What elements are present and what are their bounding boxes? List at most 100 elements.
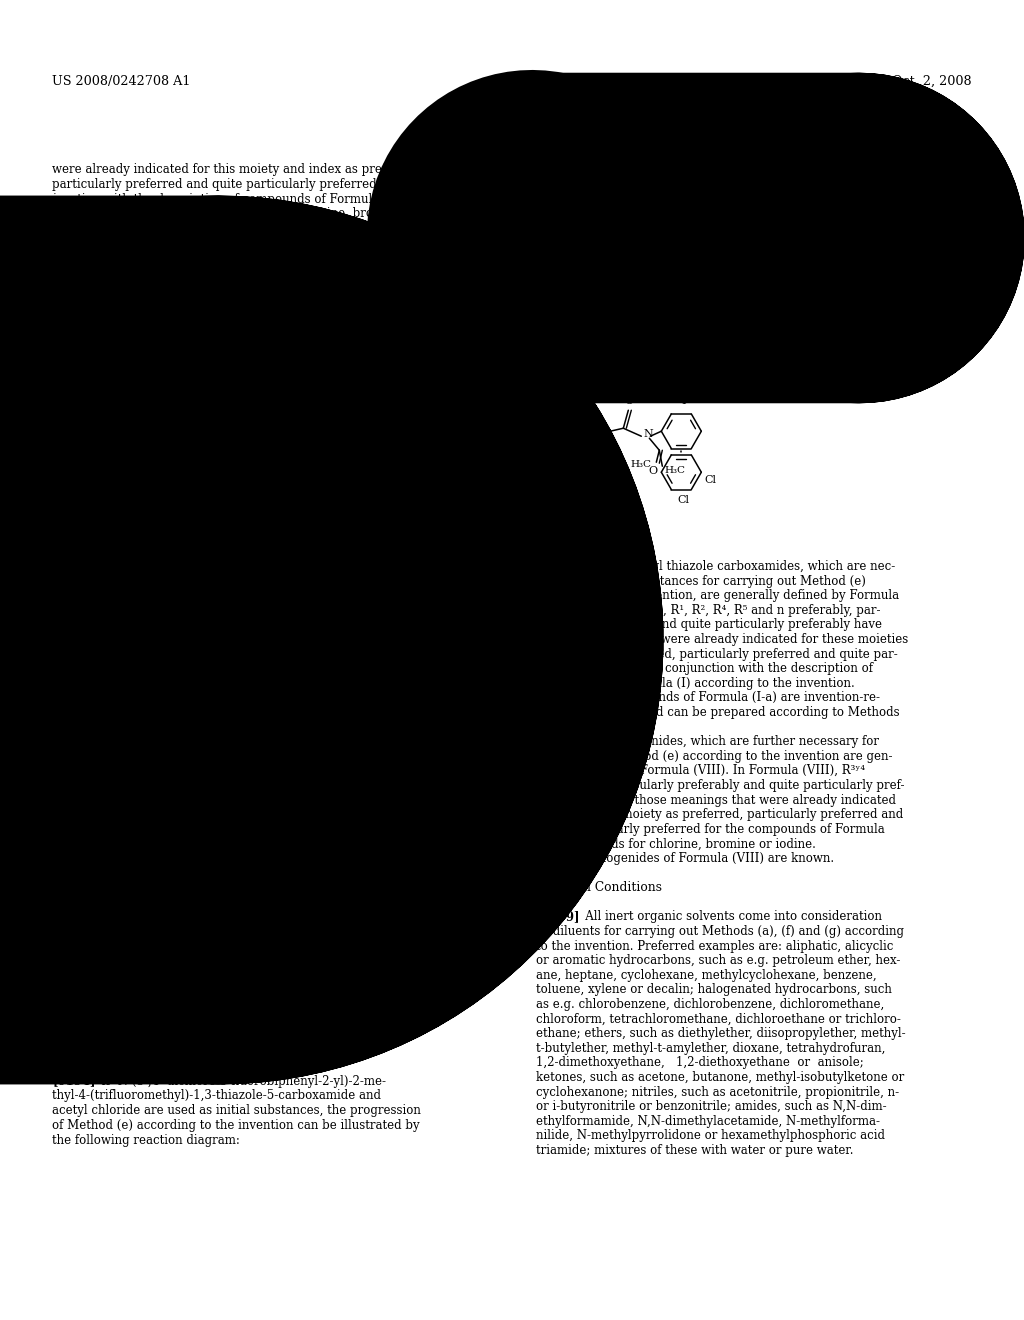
- Text: the following reaction diagram:: the following reaction diagram:: [52, 1134, 240, 1147]
- Text: H₃C: H₃C: [258, 675, 276, 682]
- Text: compounds of Formula (I) according to the invention.: compounds of Formula (I) according to th…: [536, 677, 855, 690]
- Text: N: N: [558, 420, 568, 430]
- Text: Cl: Cl: [705, 475, 717, 486]
- Text: O: O: [286, 630, 294, 639]
- Text: CH₃: CH₃: [347, 675, 365, 682]
- Text: B: B: [340, 642, 349, 655]
- Text: H₃C: H₃C: [125, 566, 145, 576]
- Text: Methods (b) and (c) according to the invention.: Methods (b) and (c) according to the inv…: [52, 956, 334, 969]
- Text: Method (d) according to the invention, is a commercially: Method (d) according to the invention, i…: [52, 1001, 391, 1014]
- Text: S: S: [580, 414, 588, 425]
- Text: F: F: [245, 515, 252, 524]
- Text: H₃C: H₃C: [155, 821, 175, 830]
- Text: CH₃: CH₃: [290, 607, 308, 616]
- Text: t-butylether, methyl-t-amylether, dioxane, tetrahydrofuran,: t-butylether, methyl-t-amylether, dioxan…: [536, 1041, 886, 1055]
- Text: [0192]: [0192]: [52, 898, 95, 909]
- Text: 1,2-dimethoxyethane,   1,2-diethoxyethane  or  anisole;: 1,2-dimethoxyethane, 1,2-diethoxyethane …: [536, 1056, 864, 1069]
- Text: chloroform, tetrachloromethane, dichloroethane or trichloro-: chloroform, tetrachloromethane, dichloro…: [536, 1012, 901, 1026]
- Text: synthesis chemicals.: synthesis chemicals.: [52, 267, 174, 280]
- Text: oxaborolane, which is further necessary for carrying out: oxaborolane, which is further necessary …: [52, 986, 389, 999]
- Text: The biphenyl thiazole carboxamides, which are nec-: The biphenyl thiazole carboxamides, whic…: [574, 560, 895, 573]
- Text: F₃C: F₃C: [134, 771, 153, 780]
- Text: Halogenides of Formula (VIII) are known.: Halogenides of Formula (VIII) are known.: [574, 851, 835, 865]
- Text: US 2008/0242708 A1: US 2008/0242708 A1: [52, 75, 190, 88]
- Text: according to the invention, as well as the phenyl derivatives of: according to the invention, as well as t…: [52, 927, 425, 940]
- Text: O: O: [220, 766, 229, 776]
- Text: ethane; ethers, such as diethylether, diisopropylether, methyl-: ethane; ethers, such as diethylether, di…: [536, 1027, 905, 1040]
- Text: CH₃: CH₃: [379, 675, 397, 682]
- Text: [0198]: [0198]: [536, 851, 580, 865]
- Text: All inert organic solvents come into consideration: All inert organic solvents come into con…: [574, 911, 882, 924]
- Text: Formula (VII), were already described in conjunction with: Formula (VII), were already described in…: [52, 941, 398, 954]
- Text: N: N: [207, 544, 217, 554]
- Text: lated compounds and can be prepared according to Methods: lated compounds and can be prepared acco…: [536, 706, 900, 719]
- Text: F₃C: F₃C: [539, 195, 558, 205]
- Text: and   4,4,4’,4’,5,5,5’,5’-octamethyl-2,2’-bis-1,3,2-dioxaboro-: and 4,4,4’,4’,5,5,5’,5’-octamethyl-2,2’-…: [52, 370, 406, 383]
- Text: H₃C: H₃C: [559, 451, 581, 459]
- Text: [0199]: [0199]: [536, 911, 580, 924]
- Text: Cl: Cl: [126, 675, 138, 684]
- Text: The halogenides, which are further necessary for: The halogenides, which are further neces…: [574, 735, 879, 748]
- Text: thyl-4-(trifluoromethyl)-1,3-thiazole-5-carboxamide and: thyl-4-(trifluoromethyl)-1,3-thiazole-5-…: [52, 1089, 381, 1102]
- Text: and index as preferred, particularly preferred and quite par-: and index as preferred, particularly pre…: [536, 648, 898, 660]
- Text: Cl: Cl: [270, 870, 283, 879]
- Text: ketones, such as acetone, butanone, methyl-isobutylketone or: ketones, such as acetone, butanone, meth…: [536, 1071, 904, 1084]
- Text: O: O: [625, 191, 634, 201]
- Text: F₃C: F₃C: [103, 516, 123, 524]
- Text: N: N: [123, 535, 133, 545]
- Text: or aromatic hydrocarbons, such as e.g. petroleum ether, hex-: or aromatic hydrocarbons, such as e.g. p…: [536, 954, 900, 968]
- Text: preferably, particularly preferably and quite particularly pref-: preferably, particularly preferably and …: [536, 779, 904, 792]
- Text: ane, heptane, cyclohexane, methylcyclohexane, benzene,: ane, heptane, cyclohexane, methylcyclohe…: [536, 969, 877, 982]
- Text: are necessary as initial substances for carrying out Method (d): are necessary as initial substances for …: [52, 912, 427, 925]
- Text: H: H: [207, 561, 216, 570]
- Text: as e.g. chlorobenzene, dichlorobenzene, dichloromethane,: as e.g. chlorobenzene, dichlorobenzene, …: [536, 998, 885, 1011]
- Text: +: +: [301, 535, 319, 557]
- Text: erally defined by Formula (VIII). In Formula (VIII), R³ʸ⁴: erally defined by Formula (VIII). In For…: [536, 764, 865, 777]
- Text: cyclohexanone; nitriles, such as acetonitrile, propionitrile, n-: cyclohexanone; nitriles, such as acetoni…: [536, 1085, 899, 1098]
- Text: ethylformamide, N,N-dimethylacetamide, N-methylforma-: ethylformamide, N,N-dimethylacetamide, N…: [536, 1115, 880, 1127]
- Text: S: S: [175, 784, 182, 795]
- Text: H₃C: H₃C: [258, 607, 276, 616]
- Text: nilide, N-methylpyrrolidone or hexamethylphosphoric acid: nilide, N-methylpyrrolidone or hexamethy…: [536, 1130, 885, 1142]
- Text: of Method (e) according to the invention can be illustrated by: of Method (e) according to the invention…: [52, 1119, 420, 1133]
- Text: The 4,4,4’,4’,5,5,5’,5’-octamethyl-2,2’-bis-1,3,2-di-: The 4,4,4’,4’,5,5,5’,5’-octamethyl-2,2’-…: [90, 972, 399, 983]
- Text: N: N: [642, 224, 652, 234]
- Text: Cl: Cl: [297, 846, 309, 857]
- Text: F: F: [681, 396, 689, 407]
- Text: O: O: [648, 466, 657, 477]
- Text: according to the invention can be illustrated by the following: according to the invention can be illust…: [52, 400, 416, 413]
- Text: Br: Br: [121, 615, 135, 624]
- Text: If   N-(2-bromo-4-fluorophenyl)-2-methyl-4-(trif-: If N-(2-bromo-4-fluorophenyl)-2-methyl-4…: [90, 326, 384, 339]
- Text: Base: Base: [869, 242, 895, 249]
- Text: S: S: [144, 529, 153, 540]
- Text: B: B: [305, 642, 314, 655]
- Text: S: S: [580, 210, 588, 219]
- Text: those meanings that were already indicated for these moieties: those meanings that were already indicat…: [536, 634, 908, 645]
- Text: O: O: [830, 158, 840, 168]
- Text: (I-b). X⁴ stands for chlorine, bromine or iodine.: (I-b). X⁴ stands for chlorine, bromine o…: [536, 837, 816, 850]
- Text: The halogen carboxamides of Formula (IV), which: The halogen carboxamides of Formula (IV)…: [90, 898, 399, 909]
- Text: were already indicated for this moiety and index as preferred,: were already indicated for this moiety a…: [52, 162, 423, 176]
- Text: CH₃: CH₃: [871, 219, 893, 228]
- Text: Oct. 2, 2008: Oct. 2, 2008: [892, 75, 972, 88]
- Text: above for this moiety as preferred, particularly preferred and: above for this moiety as preferred, part…: [536, 808, 903, 821]
- Text: [0197]: [0197]: [536, 735, 580, 748]
- Text: [0193]: [0193]: [52, 972, 95, 983]
- Text: N: N: [238, 799, 247, 809]
- Text: according to the invention, are generally defined by Formula: according to the invention, are generall…: [536, 589, 899, 602]
- Text: F₃C: F₃C: [539, 400, 558, 409]
- Text: [0190]: [0190]: [52, 252, 95, 265]
- Text: O: O: [625, 396, 634, 407]
- Text: Cl: Cl: [153, 651, 165, 661]
- Text: available synthesis chemical.: available synthesis chemical.: [52, 1015, 225, 1028]
- Text: H₃C: H₃C: [665, 466, 685, 475]
- Text: If  N-(3’,4’-dichloro-5-fluorobiphenyl-2-yl)-2-me-: If N-(3’,4’-dichloro-5-fluorobiphenyl-2-…: [90, 1074, 386, 1088]
- Text: particularly preferred and quite particularly preferred in con-: particularly preferred and quite particu…: [52, 178, 421, 191]
- Text: CH₃: CH₃: [347, 607, 365, 616]
- Text: to the invention. Preferred examples are: aliphatic, alicyclic: to the invention. Preferred examples are…: [536, 940, 893, 953]
- Text: H₃C: H₃C: [559, 246, 581, 255]
- Text: O: O: [189, 511, 199, 521]
- Text: Cl: Cl: [846, 194, 858, 205]
- Text: essary as initial substances for carrying out Method (e): essary as initial substances for carryin…: [536, 574, 866, 587]
- Text: F: F: [680, 194, 687, 205]
